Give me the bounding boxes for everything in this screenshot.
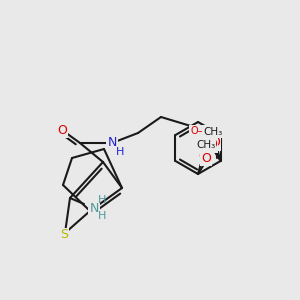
Text: N: N (89, 202, 99, 214)
Text: CH₃: CH₃ (203, 127, 222, 137)
Text: O: O (215, 130, 217, 131)
Text: O: O (201, 152, 211, 164)
Text: H: H (98, 211, 106, 221)
Text: O: O (57, 124, 67, 136)
Text: O: O (198, 149, 208, 163)
Text: S: S (60, 229, 68, 242)
Text: H: H (116, 147, 124, 157)
Text: O–CH₃: O–CH₃ (190, 126, 221, 136)
Text: O: O (208, 139, 218, 152)
Text: CH₃: CH₃ (196, 140, 216, 150)
Text: H: H (98, 195, 106, 205)
Text: O: O (211, 136, 220, 149)
Text: N: N (107, 136, 117, 149)
